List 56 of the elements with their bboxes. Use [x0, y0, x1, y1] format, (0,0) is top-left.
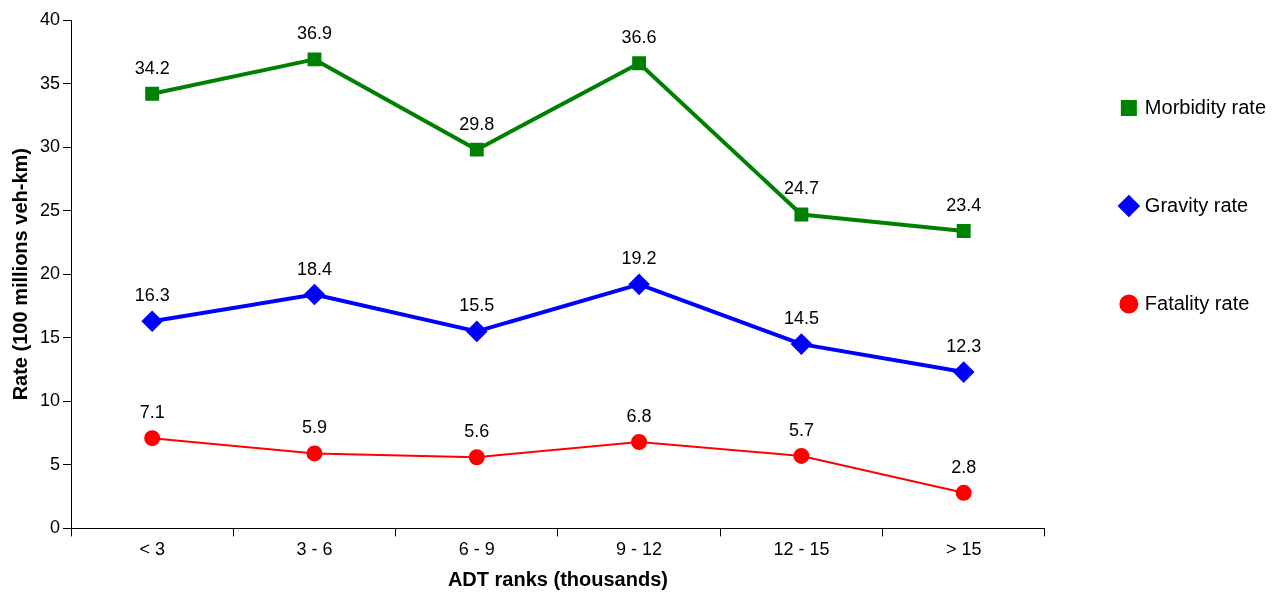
legend-label: Fatality rate	[1144, 291, 1250, 314]
data-label: 19.2	[621, 248, 657, 269]
y-tick-label: 30	[39, 136, 61, 157]
data-label: 36.9	[296, 23, 332, 44]
data-label: 2.8	[951, 456, 977, 477]
data-label: 6.8	[626, 405, 652, 426]
data-label: 29.8	[459, 113, 495, 134]
data-label: 34.2	[134, 57, 170, 78]
point	[632, 56, 647, 71]
data-label: 16.3	[134, 285, 170, 306]
data-label: 5.6	[464, 421, 490, 442]
x-tick-label: 9 - 12	[616, 539, 663, 560]
point	[468, 449, 485, 466]
y-tick-label: 40	[39, 8, 61, 29]
data-label: 7.1	[139, 402, 165, 423]
legend-label: Gravity rate	[1144, 193, 1249, 216]
y-tick-label: 20	[39, 263, 61, 284]
x-tick-label: 12 - 15	[773, 539, 830, 560]
x-tick-label: < 3	[139, 539, 165, 560]
x-tick-label: 6 - 9	[458, 539, 495, 560]
y-tick-label: 25	[39, 199, 61, 220]
point	[306, 445, 323, 462]
data-label: 5.9	[301, 417, 327, 438]
y-tick-label: 5	[50, 453, 61, 474]
data-label: 14.5	[783, 308, 819, 329]
x-axis-title: ADT ranks (thousands)	[447, 567, 668, 590]
point	[142, 311, 163, 332]
x-tick-label: > 15	[945, 539, 982, 560]
point	[469, 142, 484, 157]
point	[794, 207, 809, 222]
point	[307, 52, 322, 67]
y-tick-label: 10	[39, 390, 61, 411]
data-label: 18.4	[296, 258, 332, 279]
y-tick-label: 35	[39, 72, 61, 93]
point	[631, 433, 648, 450]
data-label: 23.4	[946, 194, 982, 215]
point	[145, 86, 160, 101]
point	[466, 321, 487, 342]
y-axis-title: Rate (100 millions veh-km)	[8, 148, 31, 401]
point	[953, 362, 974, 383]
data-label: 36.6	[621, 27, 657, 48]
legend-label: Morbidity rate	[1144, 95, 1266, 118]
y-tick-label: 15	[39, 326, 61, 347]
data-label: 5.7	[788, 419, 814, 440]
point	[629, 274, 650, 295]
point	[144, 430, 161, 447]
data-label: 15.5	[459, 295, 495, 316]
point	[791, 334, 812, 355]
data-label: 24.7	[783, 178, 819, 199]
data-label: 12.3	[946, 336, 982, 357]
point	[955, 484, 972, 501]
point	[793, 447, 810, 464]
point	[304, 284, 325, 305]
point	[956, 224, 971, 238]
y-tick-label: 0	[50, 517, 61, 538]
x-tick-label: 3 - 6	[296, 539, 333, 560]
